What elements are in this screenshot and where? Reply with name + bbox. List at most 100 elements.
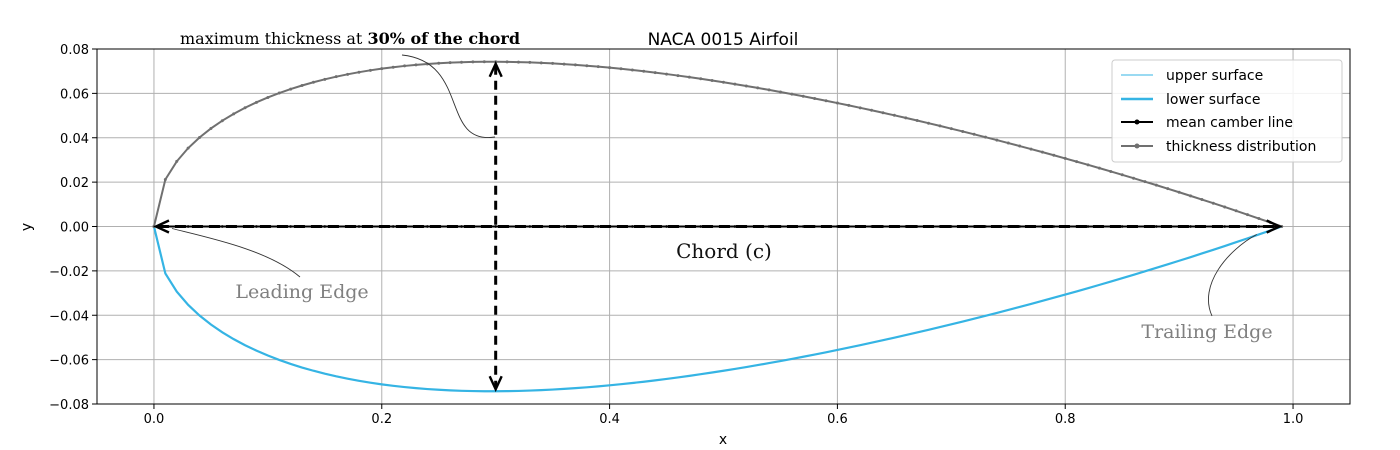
thickness-point (1211, 201, 1215, 205)
camber-point (357, 225, 361, 228)
trailing-edge-label: Trailing Edge (1141, 321, 1272, 343)
legend-label: upper surface (1166, 68, 1263, 84)
thickness-point (1177, 190, 1181, 194)
thickness-point (1189, 194, 1193, 198)
thickness-point (437, 61, 441, 65)
thickness-point (380, 67, 384, 71)
max-thickness-arrowhead-top (488, 60, 503, 78)
thickness-point (915, 119, 919, 123)
legend-marker (1134, 143, 1140, 149)
camber-point (1257, 225, 1261, 228)
thickness-point (870, 108, 874, 112)
thickness-point (368, 68, 372, 72)
thickness-point (323, 77, 327, 81)
camber-point (1018, 225, 1022, 228)
thickness-point (892, 113, 896, 117)
thickness-point (232, 112, 236, 116)
thickness-point (163, 177, 167, 181)
x-tick-label: 0.4 (599, 412, 620, 427)
thickness-point (266, 95, 270, 99)
thickness-point (1109, 169, 1113, 173)
y-tick-label: −0.08 (49, 398, 89, 413)
thickness-point (676, 74, 680, 78)
thickness-point (186, 146, 190, 150)
camber-point (699, 225, 703, 228)
x-tick-label: 1.0 (1283, 412, 1304, 427)
camber-point (1189, 225, 1192, 228)
thickness-point (528, 60, 532, 64)
thickness-point (357, 70, 361, 74)
thickness-point (813, 96, 817, 100)
thickness-point (1052, 153, 1056, 157)
leading-edge-label: Leading Edge (235, 281, 368, 303)
chord-arrowhead-left (153, 219, 170, 234)
thickness-point (1097, 166, 1101, 170)
thickness-point (198, 135, 202, 139)
y-tick-label: −0.06 (49, 354, 89, 369)
legend-marker (1134, 119, 1140, 125)
thickness-point (1086, 163, 1090, 167)
legend-label: thickness distribution (1166, 139, 1316, 155)
camber-point (255, 225, 258, 228)
camber-point (1086, 225, 1090, 228)
thickness-point (505, 60, 509, 64)
y-tick-label: 0.06 (60, 87, 89, 102)
lower-surface-line (152, 225, 1283, 393)
thickness-point (824, 99, 828, 103)
thickness-point (995, 138, 999, 142)
thickness-point (904, 116, 908, 120)
thickness-point (847, 103, 851, 107)
camber-point (323, 225, 327, 228)
thickness-point (619, 67, 623, 71)
thickness-point (1245, 213, 1249, 217)
camber-point (767, 225, 771, 228)
thickness-point (277, 91, 281, 95)
y-tick-label: 0.08 (60, 43, 89, 58)
trailing-edge-leader-line (1208, 234, 1257, 317)
legend: upper surface lower surface mean camber li… (1111, 59, 1343, 163)
y-tick-label: −0.02 (49, 265, 89, 280)
thickness-point (881, 111, 885, 115)
chord-arrowhead-right (1266, 219, 1283, 234)
thickness-point (1132, 176, 1136, 180)
plot-frame (96, 48, 1351, 405)
thickness-point (722, 80, 725, 84)
x-tick-label: 0.8 (1055, 412, 1076, 427)
legend-label: mean camber line (1166, 115, 1293, 131)
thickness-point (1257, 217, 1261, 221)
thickness-distribution-line (152, 60, 1282, 228)
y-tick-label: 0.00 (60, 221, 89, 236)
thickness-point (710, 78, 714, 82)
camber-point (1052, 225, 1056, 228)
x-tick-label: 0.6 (827, 412, 848, 427)
thickness-point (460, 60, 464, 64)
thickness-point (858, 106, 862, 110)
thickness-point (391, 65, 395, 69)
camber-point (391, 225, 395, 228)
max-thickness-annotation: maximum thickness at 30% of the chord (180, 29, 520, 48)
camber-point (425, 225, 429, 228)
thickness-point (596, 65, 600, 69)
y-tick-label: −0.04 (49, 309, 89, 324)
thickness-point (642, 69, 646, 73)
thickness-point (300, 83, 304, 87)
legend-label: lower surface (1166, 92, 1260, 108)
thickness-point (1006, 141, 1010, 145)
thickness-point (254, 100, 258, 104)
thickness-point (1018, 144, 1022, 148)
thickness-point (448, 61, 452, 65)
camber-point (220, 225, 224, 228)
thickness-point (1234, 209, 1238, 213)
chord-label: Chord (c) (676, 239, 772, 263)
camber-point (596, 225, 600, 228)
max-thickness-prefix: maximum thickness at (180, 29, 367, 48)
thickness-point (938, 124, 942, 128)
x-axis-label: x (719, 432, 727, 448)
thickness-point (983, 135, 987, 139)
camber-point (186, 225, 190, 228)
thickness-point (209, 126, 213, 130)
thickness-point (733, 82, 737, 86)
camber-point (460, 225, 463, 228)
camber-point (1154, 225, 1158, 228)
